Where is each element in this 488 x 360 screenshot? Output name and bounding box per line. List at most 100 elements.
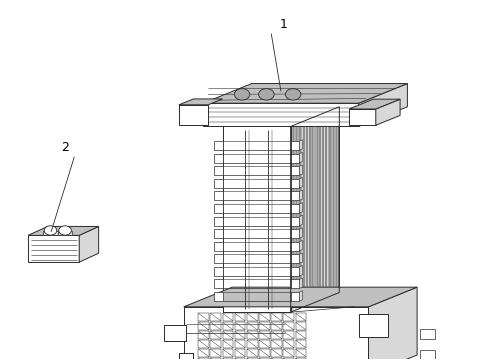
Polygon shape xyxy=(271,358,282,360)
Polygon shape xyxy=(375,99,399,125)
Polygon shape xyxy=(299,215,302,226)
Polygon shape xyxy=(222,313,233,321)
Polygon shape xyxy=(283,322,293,330)
Polygon shape xyxy=(290,279,299,288)
Polygon shape xyxy=(299,266,302,276)
Circle shape xyxy=(258,89,274,100)
Polygon shape xyxy=(348,109,375,125)
Text: 1: 1 xyxy=(279,18,287,31)
Polygon shape xyxy=(419,350,434,360)
Circle shape xyxy=(234,89,249,100)
Polygon shape xyxy=(358,84,407,126)
Polygon shape xyxy=(290,179,299,188)
Polygon shape xyxy=(213,229,222,238)
Polygon shape xyxy=(271,322,282,330)
Polygon shape xyxy=(290,141,299,150)
Polygon shape xyxy=(203,103,358,126)
Polygon shape xyxy=(213,179,222,188)
Polygon shape xyxy=(79,226,99,262)
Polygon shape xyxy=(179,105,207,125)
Polygon shape xyxy=(183,287,416,307)
Polygon shape xyxy=(419,329,434,339)
Polygon shape xyxy=(299,165,302,175)
Polygon shape xyxy=(299,278,302,288)
Polygon shape xyxy=(234,358,245,360)
Polygon shape xyxy=(222,322,233,330)
Polygon shape xyxy=(295,313,305,321)
Polygon shape xyxy=(213,267,222,276)
Circle shape xyxy=(44,226,57,235)
Polygon shape xyxy=(213,242,222,251)
Polygon shape xyxy=(283,349,293,357)
Polygon shape xyxy=(290,204,299,213)
Polygon shape xyxy=(246,313,257,321)
Polygon shape xyxy=(222,331,233,339)
Polygon shape xyxy=(210,313,221,321)
Polygon shape xyxy=(295,331,305,339)
Polygon shape xyxy=(283,313,293,321)
Polygon shape xyxy=(198,322,208,330)
Polygon shape xyxy=(290,267,299,276)
Polygon shape xyxy=(259,313,269,321)
Polygon shape xyxy=(299,291,302,301)
Polygon shape xyxy=(222,340,233,348)
Text: 2: 2 xyxy=(61,141,68,154)
Polygon shape xyxy=(299,228,302,238)
Circle shape xyxy=(285,89,300,100)
Polygon shape xyxy=(28,226,99,235)
Polygon shape xyxy=(213,216,222,226)
Polygon shape xyxy=(295,322,305,330)
Polygon shape xyxy=(299,190,302,201)
Polygon shape xyxy=(348,99,399,109)
Polygon shape xyxy=(213,279,222,288)
Polygon shape xyxy=(259,340,269,348)
Polygon shape xyxy=(299,253,302,263)
Polygon shape xyxy=(295,340,305,348)
Polygon shape xyxy=(368,287,416,360)
Polygon shape xyxy=(283,340,293,348)
Polygon shape xyxy=(222,126,290,312)
Polygon shape xyxy=(290,254,299,263)
Polygon shape xyxy=(299,177,302,188)
Polygon shape xyxy=(213,166,222,175)
Polygon shape xyxy=(290,292,299,301)
Polygon shape xyxy=(259,349,269,357)
Polygon shape xyxy=(234,340,245,348)
Polygon shape xyxy=(271,331,282,339)
Polygon shape xyxy=(259,331,269,339)
Polygon shape xyxy=(210,349,221,357)
Polygon shape xyxy=(222,358,233,360)
Polygon shape xyxy=(222,349,233,357)
Polygon shape xyxy=(164,325,186,341)
Polygon shape xyxy=(213,204,222,213)
Polygon shape xyxy=(246,331,257,339)
Polygon shape xyxy=(246,358,257,360)
Polygon shape xyxy=(234,331,245,339)
Polygon shape xyxy=(299,203,302,213)
Polygon shape xyxy=(179,353,193,360)
Polygon shape xyxy=(246,349,257,357)
Polygon shape xyxy=(290,192,299,201)
Polygon shape xyxy=(295,349,305,357)
Polygon shape xyxy=(290,154,299,163)
Polygon shape xyxy=(213,192,222,201)
Polygon shape xyxy=(299,240,302,251)
Polygon shape xyxy=(213,254,222,263)
Polygon shape xyxy=(290,242,299,251)
Polygon shape xyxy=(43,231,58,235)
Polygon shape xyxy=(203,84,407,103)
Polygon shape xyxy=(183,307,368,360)
Polygon shape xyxy=(234,322,245,330)
Polygon shape xyxy=(259,358,269,360)
Polygon shape xyxy=(179,99,222,105)
Polygon shape xyxy=(213,292,222,301)
Circle shape xyxy=(59,226,71,235)
Polygon shape xyxy=(210,358,221,360)
Polygon shape xyxy=(290,229,299,238)
Polygon shape xyxy=(283,358,293,360)
Polygon shape xyxy=(358,314,387,337)
Polygon shape xyxy=(222,107,339,126)
Polygon shape xyxy=(259,322,269,330)
Polygon shape xyxy=(271,340,282,348)
Polygon shape xyxy=(290,107,339,312)
